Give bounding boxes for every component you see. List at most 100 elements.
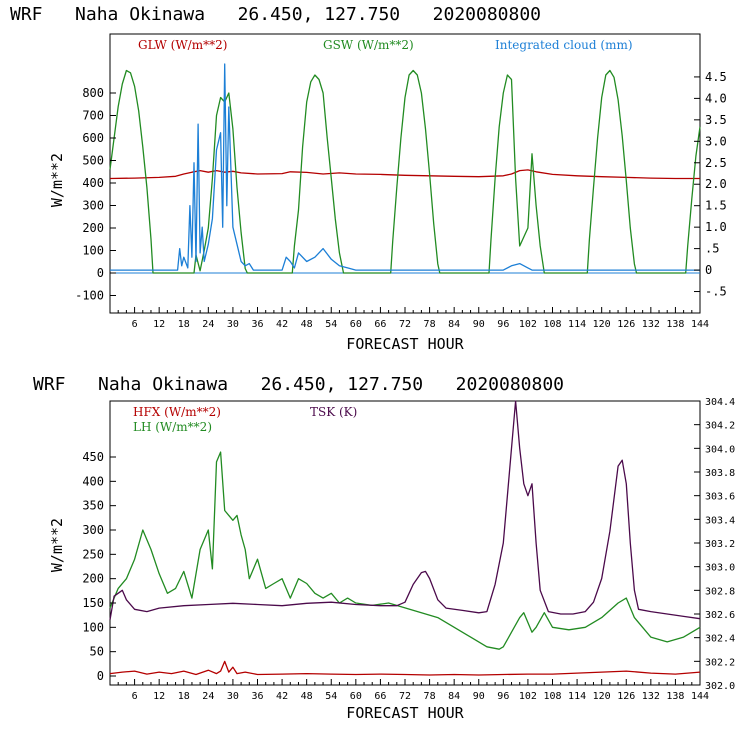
y-tick-label: 700 (82, 109, 104, 123)
x-tick-label: 66 (374, 691, 386, 702)
y2-tick-label: 303.4 (705, 515, 735, 526)
y2-tick-label: 302.0 (705, 681, 735, 692)
x-tick-label: 48 (301, 319, 313, 330)
panel-2-y-axis-label: W/m**2 (48, 518, 66, 572)
y-tick-label: 350 (82, 499, 104, 513)
panel-2-title: WRF Naha Okinawa 26.450, 127.750 2020080… (33, 374, 564, 395)
panel-1-y-axis: -100 0 100 200 300 400 500 600 700 800 (75, 86, 116, 303)
legend-glw: GLW (W/m**2) (138, 38, 227, 52)
x-tick-label: 120 (593, 691, 611, 702)
x-tick-label: 132 (642, 319, 660, 330)
series-lh-line (109, 451, 701, 650)
y2-tick-label: 304.0 (705, 444, 735, 455)
legend-hfx: HFX (W/m**2) (133, 405, 221, 419)
x-tick-label: 90 (473, 691, 485, 702)
panel-1-x-axis-label: FORECAST HOUR (346, 335, 464, 353)
y2-tick-label: 1.5 (705, 199, 727, 213)
y2-tick-label: -.5 (705, 285, 727, 299)
x-tick-label: 24 (202, 319, 214, 330)
y2-tick-label: 303.2 (705, 539, 735, 550)
x-tick-label: 72 (399, 691, 411, 702)
y-tick-label: -100 (75, 289, 104, 303)
panel-1-y-axis-label: W/m**2 (48, 153, 66, 207)
y-tick-label: 400 (82, 176, 104, 190)
x-tick-label: 102 (519, 691, 537, 702)
series-hfx-line (109, 660, 701, 676)
y2-tick-label: 302.4 (705, 634, 735, 645)
x-tick-label: 84 (448, 691, 460, 702)
x-tick-label: 108 (543, 691, 561, 702)
x-tick-label: 114 (568, 691, 586, 702)
x-tick-label: 30 (227, 691, 239, 702)
y2-tick-label: 3.0 (705, 134, 727, 148)
y2-tick-label: 2.5 (705, 156, 727, 170)
panel-2-y2-axis: 302.0 302.2 302.4 302.6 302.8 303.0 303.2 303.4… (694, 397, 735, 692)
x-tick-label: 42 (276, 319, 288, 330)
x-tick-label: 54 (325, 319, 337, 330)
y-tick-label: 300 (82, 523, 104, 537)
x-tick-label: 72 (399, 319, 411, 330)
y-tick-label: 0 (97, 266, 104, 280)
y2-tick-label: .5 (705, 242, 719, 256)
y2-tick-label: 4.5 (705, 70, 727, 84)
x-tick-label: 114 (568, 319, 586, 330)
panel-2-y-axis: 0 50 100 150 200 250 300 350 400 450 (82, 450, 116, 683)
series-tsk-line (109, 400, 701, 621)
y2-tick-label: 303.8 (705, 468, 735, 479)
legend-integrated-cloud: Integrated cloud (mm) (495, 38, 633, 52)
panel-2-plot-frame (109, 400, 701, 686)
x-tick-label: 78 (424, 691, 436, 702)
y2-tick-label: 0 (705, 263, 712, 277)
x-tick-label: 84 (448, 319, 460, 330)
y2-tick-label: 302.2 (705, 657, 735, 668)
panel-1-x-axis: 6 12 18 24 30 36 42 48 54 60 66 72 78 84 90 96 102 108 114… (109, 307, 709, 330)
y-tick-label: 600 (82, 131, 104, 145)
legend-gsw: GSW (W/m**2) (323, 38, 414, 52)
x-tick-label: 138 (666, 319, 684, 330)
panel-1: WRF Naha Okinawa 26.450, 127.750 2020080… (10, 4, 727, 353)
y2-tick-label: 302.8 (705, 586, 735, 597)
y-tick-label: 450 (82, 450, 104, 464)
x-tick-label: 144 (691, 319, 709, 330)
x-tick-label: 6 (132, 319, 138, 330)
panel-2: WRF Naha Okinawa 26.450, 127.750 2020080… (33, 374, 735, 722)
panel-1-y2-axis: -.5 0 .5 1.0 1.5 2.0 2.5 3.0 3.5 4.0 4.5 (694, 70, 727, 299)
x-tick-label: 60 (350, 319, 362, 330)
y-tick-label: 200 (82, 221, 104, 235)
x-tick-label: 108 (543, 319, 561, 330)
panel-2-x-axis-label: FORECAST HOUR (346, 704, 464, 722)
x-tick-label: 24 (202, 691, 214, 702)
legend-tsk: TSK (K) (310, 405, 357, 419)
y-tick-label: 200 (82, 572, 104, 586)
series-integrated-line (110, 63, 700, 271)
x-tick-label: 12 (153, 691, 165, 702)
x-tick-label: 18 (178, 691, 190, 702)
y2-tick-label: 304.4 (705, 397, 735, 408)
y-tick-label: 100 (82, 244, 104, 258)
y-tick-label: 250 (82, 547, 104, 561)
y-tick-label: 50 (90, 645, 104, 659)
x-tick-label: 36 (251, 691, 263, 702)
y-tick-label: 0 (97, 669, 104, 683)
x-tick-label: 18 (178, 319, 190, 330)
y2-tick-label: 302.6 (705, 610, 735, 621)
x-tick-label: 48 (301, 691, 313, 702)
x-tick-label: 42 (276, 691, 288, 702)
panel-2-series (109, 400, 701, 676)
x-tick-label: 132 (642, 691, 660, 702)
x-tick-label: 126 (617, 691, 635, 702)
y2-tick-label: 4.0 (705, 91, 727, 105)
y2-tick-label: 2.0 (705, 177, 727, 191)
x-tick-label: 90 (473, 319, 485, 330)
y-tick-label: 800 (82, 86, 104, 100)
x-tick-label: 96 (497, 319, 509, 330)
x-tick-label: 12 (153, 319, 165, 330)
x-tick-label: 36 (251, 319, 263, 330)
x-tick-label: 66 (374, 319, 386, 330)
x-tick-label: 138 (666, 691, 684, 702)
x-tick-label: 60 (350, 691, 362, 702)
x-tick-label: 102 (519, 319, 537, 330)
y2-tick-label: 303.6 (705, 492, 735, 503)
panel-2-x-axis: 6 12 18 24 30 36 42 48 54 60 66 72 78 84 90 96 102 108 114… (109, 679, 709, 702)
